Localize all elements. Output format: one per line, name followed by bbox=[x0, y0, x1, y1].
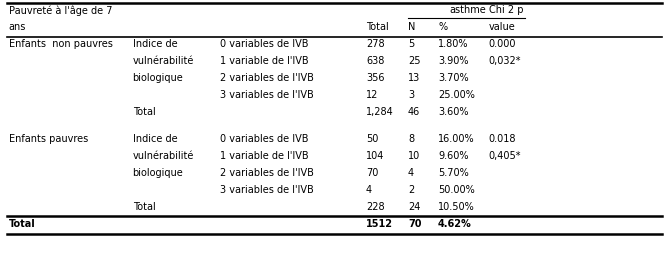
Text: 5.70%: 5.70% bbox=[438, 168, 469, 178]
Text: 16.00%: 16.00% bbox=[438, 134, 475, 144]
Text: 13: 13 bbox=[408, 73, 420, 83]
Text: 278: 278 bbox=[366, 39, 385, 49]
Text: 10.50%: 10.50% bbox=[438, 202, 475, 212]
Text: biologique: biologique bbox=[132, 168, 183, 178]
Text: asthme: asthme bbox=[450, 5, 486, 15]
Text: %: % bbox=[438, 22, 447, 32]
Text: value: value bbox=[488, 22, 515, 32]
Text: 3.70%: 3.70% bbox=[438, 73, 469, 83]
Text: Enfants pauvres: Enfants pauvres bbox=[9, 134, 88, 144]
Text: vulnérabilité: vulnérabilité bbox=[132, 56, 194, 66]
Text: 3.90%: 3.90% bbox=[438, 56, 468, 66]
Text: 3.60%: 3.60% bbox=[438, 107, 468, 117]
Text: 5: 5 bbox=[408, 39, 414, 49]
Text: 70: 70 bbox=[366, 168, 379, 178]
Text: Total: Total bbox=[132, 107, 155, 117]
Text: Pauvreté à l'âge de 7: Pauvreté à l'âge de 7 bbox=[9, 5, 112, 16]
Text: 25: 25 bbox=[408, 56, 420, 66]
Text: 10: 10 bbox=[408, 151, 420, 161]
Text: 25.00%: 25.00% bbox=[438, 90, 475, 100]
Text: 2: 2 bbox=[408, 185, 414, 195]
Text: Indice de: Indice de bbox=[132, 134, 177, 144]
Text: 70: 70 bbox=[408, 219, 421, 229]
Text: 1 variable de l'IVB: 1 variable de l'IVB bbox=[219, 151, 308, 161]
Text: 0 variables de IVB: 0 variables de IVB bbox=[219, 39, 308, 49]
Text: 46: 46 bbox=[408, 107, 420, 117]
Text: Total: Total bbox=[366, 22, 389, 32]
Text: N: N bbox=[408, 22, 415, 32]
Text: 0,405*: 0,405* bbox=[488, 151, 521, 161]
Text: 2 variables de l'IVB: 2 variables de l'IVB bbox=[219, 73, 314, 83]
Text: 3 variables de l'IVB: 3 variables de l'IVB bbox=[219, 185, 314, 195]
Text: 356: 356 bbox=[366, 73, 385, 83]
Text: 50: 50 bbox=[366, 134, 379, 144]
Text: 0.018: 0.018 bbox=[488, 134, 516, 144]
Text: ans: ans bbox=[9, 22, 26, 32]
Text: 228: 228 bbox=[366, 202, 385, 212]
Text: 4.62%: 4.62% bbox=[438, 219, 472, 229]
Text: Indice de: Indice de bbox=[132, 39, 177, 49]
Text: 3 variables de l'IVB: 3 variables de l'IVB bbox=[219, 90, 314, 100]
Text: 1512: 1512 bbox=[366, 219, 393, 229]
Text: biologique: biologique bbox=[132, 73, 183, 83]
Text: Chi 2 p: Chi 2 p bbox=[488, 5, 523, 15]
Text: 1.80%: 1.80% bbox=[438, 39, 468, 49]
Text: 638: 638 bbox=[366, 56, 385, 66]
Text: 2 variables de l'IVB: 2 variables de l'IVB bbox=[219, 168, 314, 178]
Text: 4: 4 bbox=[366, 185, 372, 195]
Text: 8: 8 bbox=[408, 134, 414, 144]
Text: 0.000: 0.000 bbox=[488, 39, 516, 49]
Text: 3: 3 bbox=[408, 90, 414, 100]
Text: 24: 24 bbox=[408, 202, 420, 212]
Text: 0 variables de IVB: 0 variables de IVB bbox=[219, 134, 308, 144]
Text: vulnérabilité: vulnérabilité bbox=[132, 151, 194, 161]
Text: Total: Total bbox=[9, 219, 35, 229]
Text: 1 variable de l'IVB: 1 variable de l'IVB bbox=[219, 56, 308, 66]
Text: 104: 104 bbox=[366, 151, 385, 161]
Text: 9.60%: 9.60% bbox=[438, 151, 468, 161]
Text: Enfants  non pauvres: Enfants non pauvres bbox=[9, 39, 112, 49]
Text: 1,284: 1,284 bbox=[366, 107, 394, 117]
Text: Total: Total bbox=[132, 202, 155, 212]
Text: 0,032*: 0,032* bbox=[488, 56, 521, 66]
Text: 50.00%: 50.00% bbox=[438, 185, 475, 195]
Text: 4: 4 bbox=[408, 168, 414, 178]
Text: 12: 12 bbox=[366, 90, 379, 100]
